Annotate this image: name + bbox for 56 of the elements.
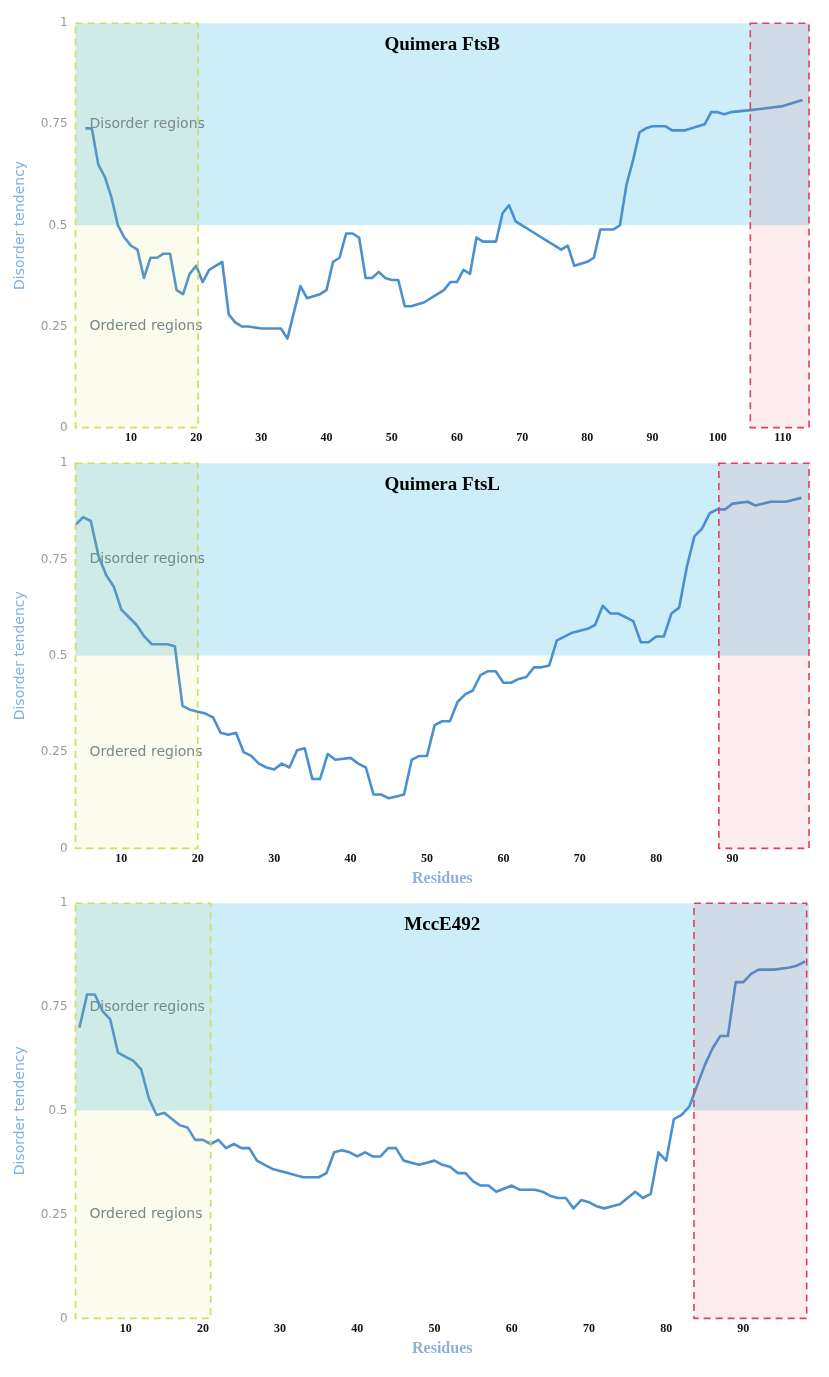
- y-tick-label: 0.5: [48, 647, 68, 662]
- y-axis-title: Disorder tendency: [11, 160, 28, 290]
- y-axis-title: Disorder tendency: [11, 1046, 28, 1176]
- y-tick-label: 1: [59, 15, 68, 30]
- y-tick-label: 1: [59, 455, 68, 470]
- x-tick-label: 30: [255, 429, 268, 444]
- y-tick-label: 1: [59, 895, 68, 910]
- x-tick-label: 60: [497, 850, 510, 865]
- y-tick-label: 0: [59, 840, 68, 855]
- text: MccE492: [404, 912, 481, 934]
- band-label: Ordered regions: [89, 317, 203, 334]
- x-tick-label: 50: [428, 1320, 441, 1335]
- x-tick-label: 50: [385, 429, 398, 444]
- band-label: Ordered regions: [89, 742, 203, 759]
- text: Quimera FtsB: [384, 32, 501, 54]
- x-tick-label: 40: [344, 850, 357, 865]
- x-axis-title: Residues: [412, 1338, 473, 1356]
- y-tick-label: 0: [59, 419, 68, 434]
- x-tick-label: 90: [737, 1320, 750, 1335]
- y-tick-label: 0.25: [40, 318, 68, 333]
- x-tick-label: 80: [650, 850, 663, 865]
- y-tick-label: 0.5: [48, 1102, 68, 1117]
- x-tick-label: 70: [573, 850, 586, 865]
- x-tick-label: 100: [708, 429, 727, 444]
- x-tick-label: 10: [115, 850, 128, 865]
- y-tick-label: 0: [59, 1310, 68, 1325]
- text: Quimera FtsL: [384, 472, 501, 494]
- x-tick-label: 30: [268, 850, 281, 865]
- x-axis-title: Residues: [412, 868, 473, 886]
- x-tick-label: 110: [774, 429, 792, 444]
- x-tick-label: 20: [191, 850, 204, 865]
- x-tick-label: 60: [450, 429, 463, 444]
- x-tick-label: 10: [119, 1320, 132, 1335]
- x-tick-label: 40: [320, 429, 333, 444]
- y-tick-label: 0.75: [40, 116, 68, 131]
- x-tick-label: 20: [196, 1320, 209, 1335]
- y-tick-label: 0.5: [48, 217, 68, 232]
- x-tick-label: 80: [581, 429, 594, 444]
- x-tick-label: 20: [190, 429, 203, 444]
- x-tick-label: 70: [582, 1320, 595, 1335]
- x-tick-label: 80: [660, 1320, 673, 1335]
- y-tick-label: 0.75: [40, 999, 68, 1014]
- x-tick-label: 50: [420, 850, 433, 865]
- x-tick-label: 10: [124, 429, 137, 444]
- band-label: Disorder regions: [89, 114, 205, 131]
- y-tick-label: 0.25: [40, 744, 68, 759]
- x-tick-label: 30: [274, 1320, 287, 1335]
- x-tick-label: 40: [351, 1320, 364, 1335]
- x-tick-label: 90: [726, 850, 739, 865]
- x-tick-label: 60: [505, 1320, 518, 1335]
- x-tick-label: 70: [516, 429, 529, 444]
- y-tick-label: 0.75: [40, 551, 68, 566]
- x-tick-label: 90: [646, 429, 659, 444]
- band-label: Ordered regions: [89, 1205, 203, 1222]
- y-axis-title: Disorder tendency: [11, 591, 28, 721]
- y-tick-label: 0.25: [40, 1206, 68, 1221]
